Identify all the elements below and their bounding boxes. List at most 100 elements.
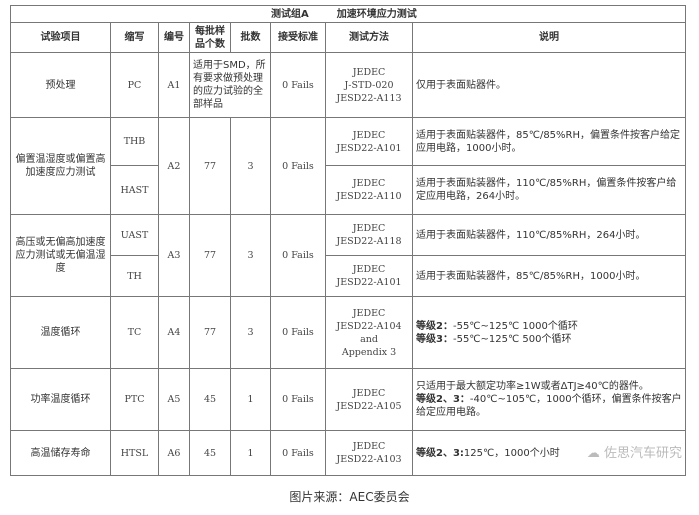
- method-line: JESD22-A103: [336, 454, 402, 465]
- cell: 3: [230, 214, 271, 297]
- cell: 0 Fails: [270, 52, 326, 118]
- cell: A5: [158, 368, 190, 431]
- cell: 等级2：-55℃~125℃ 1000个循环 等级3：-55℃~125℃ 500个循…: [412, 296, 686, 369]
- table-row: HAST JEDEC JESD22-A110 适用于表面贴装器件，110℃/85%…: [11, 165, 686, 215]
- method-line: JESD22-A101: [336, 142, 402, 154]
- method-line: JESD22-A101: [336, 277, 402, 288]
- method-line: Appendix 3: [341, 346, 397, 358]
- cell: 只适用于最大额定功率≥1W或者ΔTJ≥40℃的器件。 等级2、3：-40℃~105…: [412, 368, 686, 431]
- cell: 77: [189, 214, 231, 297]
- cell: 适用于表面贴装器件，85℃/85%RH，偏置条件按客户给定应用电路，1000小时…: [412, 117, 686, 166]
- col-header: 编号: [158, 22, 190, 53]
- cell: JEDEC JESD22-A105: [325, 368, 413, 431]
- grade-label: 等级3：: [416, 333, 453, 345]
- grade-text: -55℃~125℃ 1000个循环: [452, 320, 578, 332]
- cell: JEDEC JESD22-A104 and Appendix 3: [325, 296, 413, 369]
- cell: JEDEC JESD22-A110: [325, 165, 413, 215]
- watermark: ☁ 佐思汽车研究: [587, 447, 682, 460]
- table-row: 偏置温湿度或偏置高加速度应力测试 THB A2 77 3 0 Fails JED…: [10, 117, 686, 215]
- method-line: JESD22-A113: [336, 92, 402, 104]
- grade-label: 等级2、3：: [416, 394, 470, 405]
- col-header: 接受标准: [270, 22, 326, 53]
- cell: A2: [158, 117, 190, 215]
- col-header: 批数: [230, 22, 271, 53]
- col-header: 每批样品个数: [189, 22, 231, 53]
- wechat-icon: ☁: [586, 445, 604, 461]
- cell: 3: [230, 296, 271, 369]
- method-line: JEDEC: [352, 223, 386, 234]
- method-line: JEDEC: [352, 129, 386, 141]
- cell: JEDEC JESD22-A103: [325, 430, 413, 476]
- cell: 高压或无偏高加速度应力测试或无偏温湿度: [10, 214, 111, 297]
- method-line: J-STD-020: [344, 79, 394, 91]
- grade-label: 等级2、3:: [416, 447, 464, 459]
- method-line: JESD22-A118: [336, 236, 402, 247]
- table-row: TH JEDEC JESD22-A101 适用于表面贴装器件，85℃/85%RH，…: [11, 255, 686, 297]
- scope-text: 只适用于最大额定功率≥1W或者ΔTJ≥40℃的器件。: [416, 381, 649, 392]
- cell: 1: [230, 368, 271, 431]
- cell: 0 Fails: [270, 368, 326, 431]
- table-title: 测试组A 加速环境应力测试: [10, 5, 686, 23]
- method-line: JESD22-A110: [336, 191, 402, 202]
- cell: A3: [158, 214, 190, 297]
- cell: PC: [110, 52, 159, 118]
- cell: 45: [189, 368, 231, 431]
- grade-text: -40℃~105℃，1000个循环，偏置条件按客户给定应用电路。: [416, 394, 682, 418]
- cell: JEDEC J-STD-020 JESD22-A113: [325, 52, 413, 118]
- cell: JEDEC JESD22-A101: [325, 255, 413, 297]
- cell: 等级2、3:125℃，1000个小时 ☁ 佐思汽车研究: [412, 430, 686, 476]
- grade-text: 125℃，1000个小时: [463, 447, 560, 459]
- table-row: 功率温度循环 PTC A5 45 1 0 Fails JEDEC JESD22-A…: [10, 368, 686, 431]
- grade-label: 等级2：: [416, 320, 453, 332]
- cell: PTC: [110, 368, 159, 431]
- method-line: JEDEC: [352, 387, 386, 399]
- cell: 0 Fails: [270, 117, 326, 215]
- cell: TH: [110, 255, 159, 297]
- col-header: 测试方法: [325, 22, 413, 53]
- cell: 适用于表面贴装器件，85℃/85%RH，1000小时。: [412, 255, 686, 297]
- header-row: 试验项目 缩写 编号 每批样品个数 批数 接受标准 测试方法 说明: [10, 22, 686, 53]
- cell: 3: [230, 117, 271, 215]
- cell: THB: [110, 117, 159, 166]
- aec-test-table: 测试组A 加速环境应力测试 试验项目 缩写 编号 每批样品个数 批数 接受标准 测…: [10, 5, 686, 476]
- cell: 适用于表面贴装器件，110℃/85%RH，264小时。: [412, 214, 686, 256]
- method-line: JESD22-A104 and: [336, 320, 402, 345]
- cell: 功率温度循环: [10, 368, 111, 431]
- col-header: 缩写: [110, 22, 159, 53]
- col-header: 说明: [412, 22, 686, 53]
- image-caption: 图片来源：AEC委员会: [289, 490, 410, 504]
- table-row: 温度循环 TC A4 77 3 0 Fails JEDEC JESD22-A104…: [10, 296, 686, 369]
- cell: 45: [189, 430, 231, 476]
- cell: A1: [158, 52, 190, 118]
- table-row: 高压或无偏高加速度应力测试或无偏温湿度 UAST A3 77 3 0 Fails…: [10, 214, 686, 297]
- table-row: 预处理 PC A1 适用于SMD，所有要求做预处理的应力试验的全部样品 0 Fa…: [10, 52, 686, 118]
- col-header: 试验项目: [10, 22, 111, 53]
- cell: 适用于表面贴装器件，110℃/85%RH，偏置条件按客户给定应用电路，264小时…: [412, 165, 686, 215]
- cell: 0 Fails: [270, 214, 326, 297]
- cell: A4: [158, 296, 190, 369]
- cell: 预处理: [10, 52, 111, 118]
- cell: UAST: [110, 214, 159, 256]
- method-line: JEDEC: [352, 178, 386, 189]
- cell: 温度循环: [10, 296, 111, 369]
- method-line: JEDEC: [352, 307, 386, 319]
- group-name: 加速环境应力测试: [336, 8, 417, 20]
- cell: 高温储存寿命: [10, 430, 111, 476]
- cell: HTSL: [110, 430, 159, 476]
- group-label: 测试组A: [271, 8, 309, 20]
- method-line: JESD22-A105: [336, 400, 402, 412]
- grade-text: -55℃~125℃ 500个循环: [452, 333, 572, 345]
- cell: 仅用于表面贴器件。: [412, 52, 686, 118]
- method-line: JEDEC: [352, 441, 386, 452]
- table-row: 高温储存寿命 HTSL A6 45 1 0 Fails JEDEC JESD22-…: [10, 430, 686, 476]
- cell: A6: [158, 430, 190, 476]
- cell: 77: [189, 117, 231, 215]
- method-line: JEDEC: [352, 66, 386, 78]
- cell: HAST: [110, 165, 159, 215]
- cell: JEDEC JESD22-A101: [325, 117, 413, 166]
- cell: JEDEC JESD22-A118: [325, 214, 413, 256]
- cell: 1: [230, 430, 271, 476]
- cell: 偏置温湿度或偏置高加速度应力测试: [10, 117, 111, 215]
- cell: 适用于SMD，所有要求做预处理的应力试验的全部样品: [189, 52, 271, 118]
- method-line: JEDEC: [352, 264, 386, 275]
